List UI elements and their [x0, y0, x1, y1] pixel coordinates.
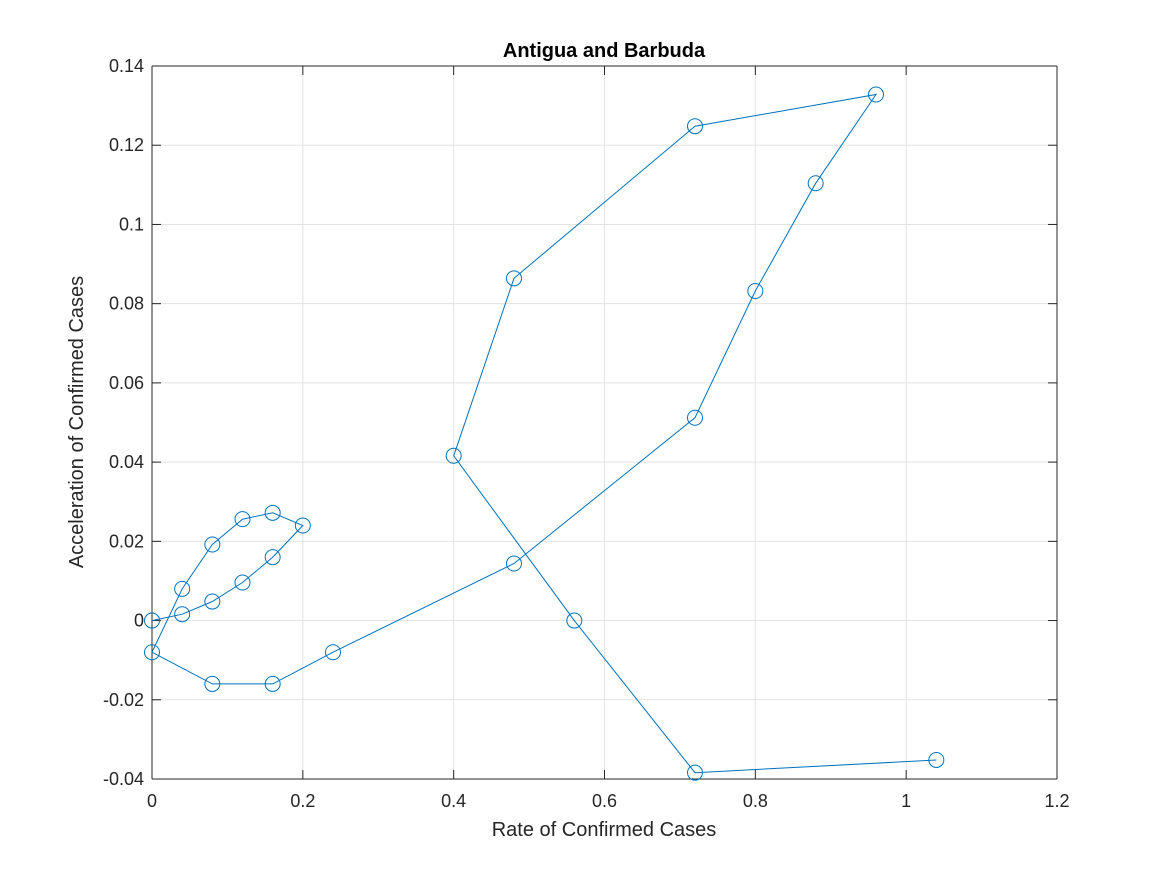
data-point [174, 606, 191, 623]
data-point [325, 644, 341, 661]
y-tick-label: 0.02 [109, 531, 144, 551]
y-tick-label: -0.04 [103, 769, 144, 789]
y-tick-label: 0.08 [109, 294, 144, 314]
data-point [445, 447, 462, 464]
data-point [928, 751, 945, 768]
data-point [506, 555, 522, 572]
series-line [151, 93, 937, 774]
data-point [204, 536, 221, 553]
y-tick-label: 0.12 [109, 135, 144, 155]
data-point [687, 409, 703, 426]
y-tick-label: 0.06 [109, 373, 144, 393]
x-tick-label: 0.4 [441, 791, 466, 811]
x-tick-label: 0.8 [743, 791, 768, 811]
tick-labels: 0 0.2 0.4 0.6 0.8 1 1.2 -0.04 -0.02 0 0.02 0.04 0.06… [103, 56, 1070, 811]
data-point [264, 504, 281, 521]
data-point [506, 270, 522, 287]
x-tick-label: 0.2 [290, 791, 315, 811]
data-series [144, 86, 945, 781]
y-tick-label: 0.14 [109, 56, 144, 76]
y-tick-label: 0.04 [109, 452, 144, 472]
data-point [294, 517, 311, 534]
x-axis-label: Rate of Confirmed Cases [492, 819, 717, 841]
data-point [868, 86, 884, 103]
data-point [747, 282, 764, 299]
data-point [174, 580, 191, 597]
y-tick-label: -0.02 [103, 690, 144, 710]
y-axis-label: Acceleration of Confirmed Cases [66, 276, 88, 568]
data-point [234, 511, 251, 528]
x-tick-label: 0.6 [592, 791, 617, 811]
y-tick-label: 0 [134, 611, 144, 631]
data-point [264, 675, 281, 692]
y-tick-label: 0.1 [119, 214, 144, 234]
data-point [687, 764, 703, 781]
x-tick-label: 1 [901, 791, 911, 811]
data-point [144, 612, 160, 629]
data-point [566, 612, 583, 629]
data-point [144, 644, 160, 661]
data-point [204, 593, 221, 610]
chart-title: Antigua and Barbuda [503, 40, 706, 62]
data-point [807, 175, 824, 192]
data-point [204, 675, 221, 692]
data-point [687, 118, 703, 135]
data-point [234, 574, 251, 591]
x-tick-label: 0 [147, 791, 157, 811]
x-tick-label: 1.2 [1044, 791, 1069, 811]
data-point [264, 549, 281, 566]
